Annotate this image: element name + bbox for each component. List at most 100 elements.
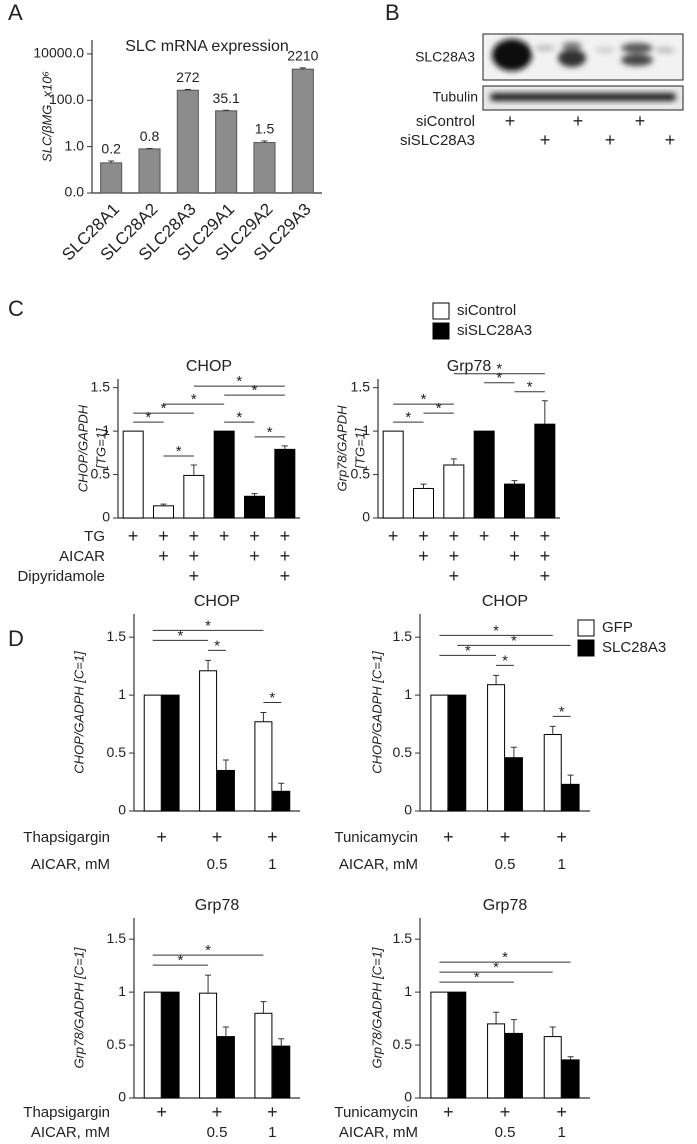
value-label: 0.8: [140, 128, 160, 144]
bar: [473, 430, 495, 519]
legend-swatch: [432, 302, 450, 320]
value-label: 35.1: [213, 90, 240, 106]
condition-mark: +: [219, 526, 230, 546]
y-tick-label: 0.0: [65, 184, 85, 200]
condition-mark: +: [635, 111, 646, 131]
legend-label: GFP: [602, 619, 633, 636]
chart: 0.0 1.0 100.0 10000.0 SLC mRNA expression SLC…: [33, 38, 322, 264]
bar: [143, 694, 162, 812]
y-tick-label: 10000.0: [33, 45, 84, 61]
condition-mark: +: [665, 130, 676, 150]
condition-label: siControl: [416, 113, 475, 130]
chart: 0 0.5 1 1.5 Grp78 Grp78/GADPH [C=1] Tunicamyci…: [334, 897, 590, 1141]
legend-label: siControl: [457, 302, 516, 319]
bar: [413, 487, 434, 519]
condition-mark: +: [540, 546, 551, 566]
chart-title: Grp78: [195, 897, 240, 914]
condition-mark: 0.5: [495, 856, 516, 873]
condition-mark: +: [500, 1102, 511, 1122]
bar: [215, 110, 238, 194]
y-tick-label: 1.5: [107, 930, 127, 946]
bar: [254, 721, 273, 812]
y-tick-label: 0.5: [393, 1036, 413, 1052]
significance-label: *: [493, 622, 499, 639]
bar: [504, 1032, 523, 1099]
y-tick-label: 1: [404, 983, 412, 999]
condition-mark: +: [418, 546, 429, 566]
condition-mark: +: [280, 546, 291, 566]
error-bar: [261, 140, 268, 143]
condition-mark: +: [249, 546, 260, 566]
y-tick-label: 1.5: [393, 930, 413, 946]
error-bar: [549, 1026, 556, 1037]
condition-mark: +: [267, 1102, 278, 1122]
band-label: Tubulin: [433, 89, 478, 105]
value-label: 2210: [287, 48, 318, 64]
bar: [487, 684, 506, 812]
condition-mark: +: [156, 1102, 167, 1122]
chart-title: Grp78: [483, 897, 528, 914]
bar: [448, 991, 467, 1099]
condition-label: AICAR, mM: [31, 1124, 110, 1141]
chart-title: CHOP: [482, 593, 528, 610]
y-tick-label: 0: [404, 802, 412, 818]
y-tick-label: 1.5: [91, 378, 111, 394]
bar: [382, 430, 404, 519]
y-tick-label: 0: [362, 509, 370, 525]
significance-label: *: [511, 632, 517, 649]
significance-label: *: [493, 959, 499, 976]
y-tick-label: 1: [362, 422, 370, 438]
condition-mark: +: [418, 526, 429, 546]
error-bar: [184, 89, 191, 91]
y-axis-label-note: [TG=1]: [352, 428, 367, 469]
y-axis-label: Grp78/GADPH [C=1]: [71, 947, 86, 1068]
condition-label: Thapsigargin: [23, 829, 110, 846]
bar: [254, 1012, 273, 1099]
bar: [161, 694, 180, 812]
error-bar: [549, 725, 556, 735]
condition-mark: +: [443, 827, 454, 847]
legend-swatch: [432, 322, 450, 340]
condition-mark: +: [280, 526, 291, 546]
chart-title: Grp78: [447, 358, 492, 375]
condition-label: Tunicamycin: [334, 829, 418, 846]
significance-label: *: [502, 949, 508, 966]
y-tick-label: 0: [118, 802, 126, 818]
condition-mark: 0.5: [207, 1124, 228, 1141]
value-label: 0.2: [101, 141, 121, 157]
significance-label: *: [236, 409, 242, 426]
error-bar: [251, 493, 258, 497]
error-bar: [205, 659, 212, 671]
significance-label: *: [496, 370, 502, 387]
value-label: 1.5: [255, 121, 275, 137]
significance-label: *: [205, 617, 211, 634]
blot-bands: [490, 93, 676, 101]
error-bar: [222, 1026, 229, 1037]
y-tick-label: 0: [118, 1089, 126, 1105]
condition-mark: 1: [557, 1124, 565, 1141]
condition-mark: +: [605, 130, 616, 150]
error-bar: [160, 503, 167, 506]
condition-label: AICAR, mM: [339, 856, 418, 873]
panel-letter: A: [8, 0, 23, 25]
error-bar: [190, 464, 197, 476]
condition-mark: +: [573, 111, 584, 131]
significance-label: *: [205, 942, 211, 959]
chart-title: CHOP: [194, 593, 240, 610]
condition-label: AICAR: [59, 548, 105, 565]
condition-mark: +: [189, 546, 200, 566]
error-bar: [450, 458, 457, 466]
bar: [213, 430, 235, 519]
significance-label: *: [252, 382, 258, 399]
bar: [443, 464, 465, 519]
y-tick-label: 1.0: [65, 137, 85, 153]
y-tick-label: 100.0: [49, 91, 84, 107]
condition-mark: +: [158, 546, 169, 566]
bar: [138, 148, 161, 194]
condition-mark: 0.5: [495, 1124, 516, 1141]
condition-mark: +: [280, 566, 291, 586]
bar: [199, 670, 218, 812]
condition-mark: +: [540, 526, 551, 546]
